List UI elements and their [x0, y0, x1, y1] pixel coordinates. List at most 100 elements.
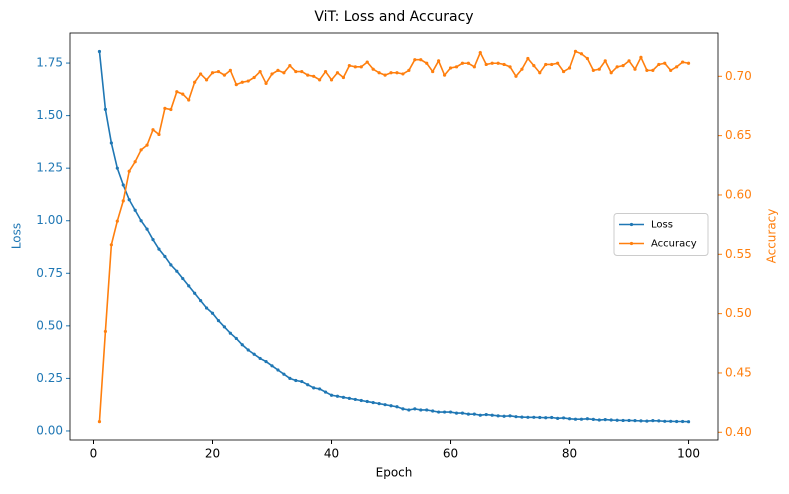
data-point [651, 419, 655, 423]
data-point [556, 416, 560, 420]
data-point [413, 58, 417, 62]
data-point [425, 61, 429, 65]
data-point [591, 417, 595, 421]
data-point [181, 276, 185, 281]
data-point [187, 98, 191, 102]
data-point [276, 68, 280, 72]
data-point [246, 79, 250, 83]
data-point [680, 60, 685, 64]
data-point [240, 80, 244, 84]
data-point [210, 71, 215, 75]
data-point [270, 72, 274, 76]
data-point [258, 69, 262, 74]
y2-tick-label: 0.60 [725, 187, 752, 201]
data-point [347, 64, 351, 68]
data-point [169, 263, 173, 267]
data-point [407, 408, 411, 412]
data-point [306, 73, 310, 77]
data-point [157, 132, 161, 137]
data-point [395, 405, 399, 409]
data-point [502, 62, 506, 67]
data-point [127, 198, 131, 202]
data-point [97, 420, 102, 424]
data-point [127, 169, 131, 173]
data-point [306, 383, 310, 387]
data-point [103, 329, 108, 334]
data-point [294, 378, 298, 383]
y-tick-label: 0.00 [36, 423, 63, 437]
data-point [573, 417, 578, 421]
data-point [222, 73, 227, 77]
x-tick-label: 20 [205, 447, 220, 461]
data-point [520, 67, 524, 71]
data-point [383, 403, 387, 407]
data-point [460, 61, 465, 65]
y2-tick-label: 0.50 [725, 306, 752, 320]
data-point [663, 419, 667, 423]
data-point [686, 420, 691, 424]
data-point [383, 73, 387, 77]
data-point [508, 65, 512, 69]
data-point [228, 68, 232, 72]
data-point [472, 412, 476, 416]
data-point [544, 62, 548, 67]
data-point [353, 397, 357, 402]
data-point [484, 62, 488, 67]
data-point [609, 71, 613, 75]
data-point [663, 61, 667, 65]
data-point [514, 74, 518, 78]
data-point [567, 417, 572, 421]
data-point [329, 78, 334, 82]
data-point [490, 61, 494, 65]
y2-tick-label: 0.70 [725, 69, 752, 83]
data-point [335, 71, 340, 75]
data-point [686, 61, 691, 65]
data-point [139, 219, 143, 223]
data-point [437, 59, 441, 63]
y-tick-label: 1.75 [36, 56, 63, 70]
data-point [615, 65, 619, 69]
data-point [276, 368, 280, 372]
data-point [651, 68, 655, 72]
data-point [389, 404, 393, 408]
data-point [323, 69, 328, 74]
data-point [544, 416, 548, 420]
data-point [597, 67, 601, 71]
data-point [550, 415, 554, 420]
data-point [175, 90, 179, 94]
data-point [216, 318, 221, 323]
data-point [591, 68, 595, 72]
chart-title: ViT: Loss and Accuracy [314, 9, 473, 25]
data-point [442, 410, 447, 414]
data-point [442, 73, 447, 77]
data-point [407, 68, 411, 72]
data-point [121, 183, 125, 187]
data-point [484, 412, 488, 417]
data-point [133, 208, 137, 212]
data-point [597, 418, 601, 422]
data-point [550, 62, 554, 67]
data-point [109, 243, 113, 247]
data-point [294, 69, 298, 74]
data-point [234, 83, 238, 87]
data-point [329, 393, 334, 397]
x-tick-label: 60 [443, 447, 458, 461]
data-point [193, 291, 197, 295]
data-point [145, 227, 149, 231]
data-point [639, 55, 643, 59]
y-tick-label: 1.25 [36, 161, 63, 175]
data-point [318, 387, 322, 391]
data-point [163, 254, 167, 259]
data-point [121, 199, 125, 203]
data-point [288, 64, 292, 68]
data-point [288, 376, 292, 381]
data-point [621, 418, 625, 423]
data-point [579, 52, 584, 56]
data-point [115, 166, 119, 170]
data-point [478, 50, 482, 55]
data-point [341, 75, 346, 80]
data-point [151, 128, 155, 132]
data-point [401, 407, 405, 411]
data-point [419, 58, 423, 62]
